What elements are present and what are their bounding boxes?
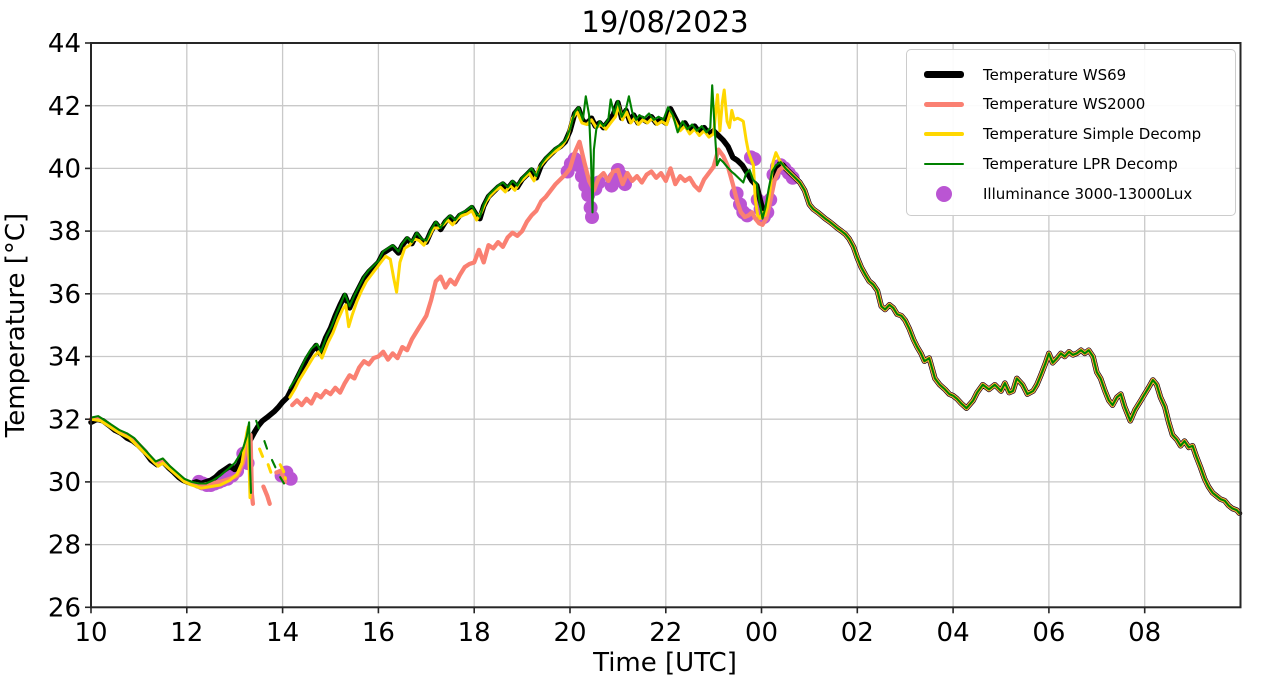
plot-area: 10 12 14 16 18 20 22 00 02 04 06 08 26 28 30 32 34 36 38 40… [48,29,1243,648]
series-line-temperature-lpr-decomp [288,84,1241,515]
y-tick-label: 32 [48,405,81,435]
legend-line-icon [919,162,969,165]
y-tick-label: 40 [48,155,81,185]
legend-item-temperature-lpr-decomp: Temperature LPR Decomp [919,150,1225,177]
x-tick-label: 12 [170,618,203,648]
series-line-temperature-simple-decomp [89,417,252,500]
legend-line-icon [919,101,969,107]
x-axis-label: Time [UTC] [592,648,737,678]
y-tick-label: 36 [48,280,81,310]
y-ticks: 26 28 30 32 34 36 38 40 42 44 [48,29,91,623]
legend-marker-icon [919,185,969,202]
legend-swatch [924,162,964,165]
series-temperature-lpr-decomp [89,84,1241,515]
legend-line-icon [919,132,969,136]
legend-item-temperature-ws2000: Temperature WS2000 [919,91,1225,118]
y-axis-label: Temperature [°C] [1,213,31,438]
x-tick-label: 08 [1128,618,1161,648]
x-tick-label: 22 [649,618,682,648]
x-tick-label: 16 [362,618,395,648]
series-line-temperature-simple-decomp [258,447,265,460]
x-tick-label: 06 [1032,618,1065,648]
legend-line-icon [919,71,969,78]
series-line-temperature-ws2000 [261,484,272,506]
y-tick-label: 42 [48,92,81,122]
series-line-temperature-lpr-decomp [279,476,286,485]
x-tick-label: 20 [553,618,586,648]
illuminance-marker [283,471,298,486]
series-line-temperature-simple-decomp [266,463,274,478]
chart-legend: Temperature WS69 Temperature WS2000 Temper… [906,49,1236,216]
legend-label: Temperature WS69 [983,65,1127,84]
x-tick-label: 14 [266,618,299,648]
legend-item-temperature-simple-decomp: Temperature Simple Decomp [919,121,1225,148]
series-line-temperature-simple-decomp [278,463,287,481]
illuminance-marker [585,210,599,224]
legend-label: Temperature Simple Decomp [983,125,1202,143]
x-tick-label: 10 [74,618,107,648]
legend-item-illuminance-3000-13000lux: Illuminance 3000-13000Lux [919,180,1225,207]
y-tick-label: 26 [48,593,81,623]
series-line-temperature-lpr-decomp [255,419,262,433]
legend-swatch [936,185,952,202]
legend-label: Illuminance 3000-13000Lux [983,184,1193,203]
series-line-temperature-lpr-decomp [270,458,278,471]
x-tick-label: 02 [841,618,874,648]
x-ticks: 10 12 14 16 18 20 22 00 02 04 06 08 [74,607,1161,648]
legend-swatch [924,132,964,136]
series-line-temperature-ws2000 [274,468,288,485]
legend-swatch [924,101,964,107]
y-tick-label: 30 [48,468,81,498]
x-tick-label: 04 [937,618,970,648]
y-tick-label: 34 [48,343,81,373]
series-line-temperature-lpr-decomp [89,415,253,494]
chart-title: 19/08/2023 [581,5,748,39]
y-tick-label: 44 [48,29,81,59]
legend-label: Temperature WS2000 [983,95,1146,114]
legend-item-temperature-ws69: Temperature WS69 [919,61,1225,88]
y-tick-label: 38 [48,217,81,247]
x-tick-label: 00 [745,618,778,648]
y-tick-label: 28 [48,531,81,561]
x-tick-label: 18 [458,618,491,648]
legend-label: Temperature LPR Decomp [983,154,1178,173]
series-line-temperature-lpr-decomp [263,440,270,454]
legend-swatch [924,71,964,78]
